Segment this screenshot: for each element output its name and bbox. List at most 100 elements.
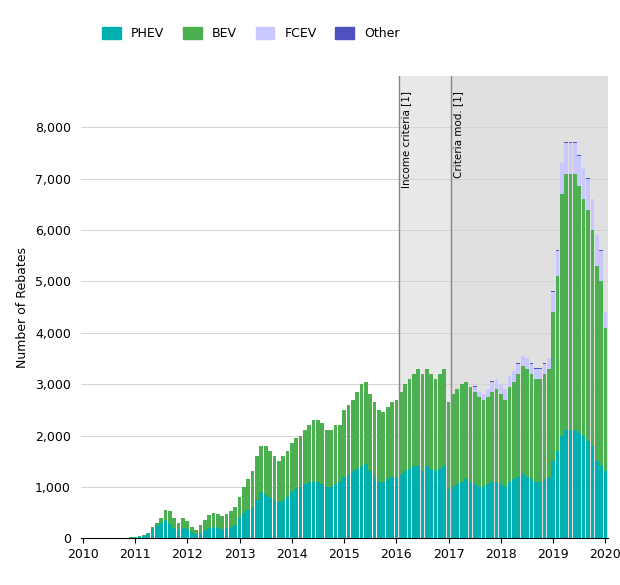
Bar [146, 534, 150, 538]
Bar [438, 469, 442, 538]
Bar [525, 369, 529, 477]
Bar [390, 402, 394, 477]
Bar [255, 500, 259, 538]
Bar [599, 466, 603, 538]
Bar [203, 531, 206, 538]
Bar [512, 371, 516, 381]
Bar [521, 474, 525, 538]
Bar [486, 397, 490, 484]
Bar [321, 422, 324, 484]
Bar [273, 500, 277, 538]
Bar [573, 174, 577, 431]
Bar [547, 359, 551, 369]
Bar [329, 487, 333, 538]
Bar [377, 410, 381, 481]
Bar [260, 492, 264, 538]
Bar [590, 199, 594, 230]
Bar [482, 394, 485, 400]
Bar [316, 481, 320, 538]
Bar [312, 481, 316, 538]
Bar [220, 529, 224, 538]
Bar [399, 474, 402, 538]
Bar [473, 387, 477, 392]
Bar [277, 461, 281, 503]
Bar [286, 497, 290, 538]
Bar [551, 312, 555, 461]
Bar [303, 484, 307, 538]
Bar [342, 477, 346, 538]
Bar [277, 503, 281, 538]
Bar [573, 431, 577, 538]
Bar [451, 394, 455, 487]
Bar [508, 377, 512, 387]
Bar [499, 394, 503, 484]
Bar [534, 481, 538, 538]
Bar [373, 477, 376, 538]
Bar [456, 484, 459, 538]
Bar [456, 389, 459, 484]
Bar [525, 477, 529, 538]
Bar [586, 179, 590, 209]
Bar [181, 518, 185, 528]
Bar [516, 364, 520, 374]
Bar [420, 472, 424, 538]
Bar [220, 516, 224, 529]
Bar [329, 431, 333, 487]
Bar [477, 487, 481, 538]
Bar [351, 472, 355, 538]
Bar [229, 527, 232, 538]
Bar [495, 389, 498, 481]
Bar [577, 433, 581, 538]
Bar [556, 451, 559, 538]
Bar [560, 194, 564, 435]
Bar [451, 487, 455, 538]
Bar [237, 497, 241, 518]
Bar [394, 477, 398, 538]
Bar [347, 474, 350, 538]
Bar [551, 461, 555, 538]
Bar [172, 528, 176, 538]
Bar [503, 487, 507, 538]
Bar [451, 76, 608, 538]
Bar [264, 494, 268, 538]
Bar [138, 536, 141, 538]
Bar [512, 381, 516, 479]
Bar [447, 490, 451, 538]
Bar [564, 431, 568, 538]
Bar [529, 374, 533, 479]
Bar [425, 466, 428, 538]
Bar [334, 484, 337, 538]
Bar [582, 168, 585, 199]
Bar [582, 435, 585, 538]
Bar [242, 512, 246, 538]
Bar [159, 523, 163, 538]
Bar [582, 199, 585, 435]
Text: Income criteria [1]: Income criteria [1] [401, 91, 410, 188]
Bar [164, 520, 167, 538]
Bar [495, 379, 498, 389]
Bar [482, 487, 485, 538]
Bar [360, 466, 363, 538]
Bar [420, 374, 424, 472]
Y-axis label: Number of Rebates: Number of Rebates [16, 247, 29, 367]
Bar [308, 425, 311, 481]
Text: Rebates by Month (Filtered): Rebates by Month (Filtered) [178, 15, 442, 32]
Bar [473, 484, 477, 538]
Bar [159, 518, 163, 523]
Bar [503, 400, 507, 487]
Bar [416, 466, 420, 538]
Bar [460, 384, 464, 481]
Bar [512, 479, 516, 538]
Bar [133, 537, 137, 538]
Bar [573, 143, 577, 174]
Bar [529, 479, 533, 538]
Bar [194, 534, 198, 538]
Bar [351, 400, 355, 472]
Bar [560, 163, 564, 194]
Bar [538, 481, 542, 538]
Bar [407, 379, 411, 469]
Bar [142, 536, 146, 538]
Bar [407, 469, 411, 538]
Bar [334, 425, 337, 484]
Bar [146, 533, 150, 534]
